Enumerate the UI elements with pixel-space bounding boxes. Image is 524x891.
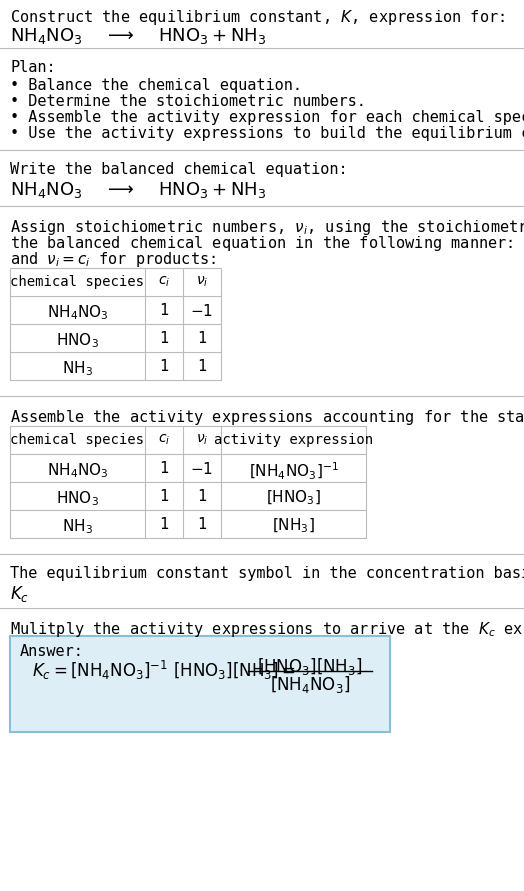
- Text: Mulitply the activity expressions to arrive at the $K_c$ expression:: Mulitply the activity expressions to arr…: [10, 620, 524, 639]
- Text: 1: 1: [198, 489, 206, 504]
- Text: 1: 1: [198, 331, 206, 346]
- Text: 1: 1: [198, 517, 206, 532]
- Text: chemical species: chemical species: [10, 275, 145, 289]
- Text: The equilibrium constant symbol in the concentration basis is:: The equilibrium constant symbol in the c…: [10, 566, 524, 581]
- Text: Assign stoichiometric numbers, $\nu_i$, using the stoichiometric coefficients, $: Assign stoichiometric numbers, $\nu_i$, …: [10, 218, 524, 237]
- Text: $\mathrm{NH_4NO_3}$: $\mathrm{NH_4NO_3}$: [47, 303, 108, 322]
- Text: $[\mathrm{HNO_3}][\mathrm{NH_3}]$: $[\mathrm{HNO_3}][\mathrm{NH_3}]$: [257, 656, 363, 677]
- Text: $\mathrm{NH_3}$: $\mathrm{NH_3}$: [62, 517, 93, 535]
- Text: $\mathrm{NH_4NO_3}$  $\longrightarrow$  $\mathrm{HNO_3 + NH_3}$: $\mathrm{NH_4NO_3}$ $\longrightarrow$ $\…: [10, 26, 266, 46]
- Text: $c_i$: $c_i$: [158, 433, 170, 447]
- Text: $K_c = [\mathrm{NH_4NO_3}]^{-1}\ [\mathrm{HNO_3}][\mathrm{NH_3}] =$: $K_c = [\mathrm{NH_4NO_3}]^{-1}\ [\mathr…: [32, 658, 296, 682]
- Text: 1: 1: [159, 359, 169, 374]
- Text: 1: 1: [159, 303, 169, 318]
- Text: $[\mathrm{NH_4NO_3}]$: $[\mathrm{NH_4NO_3}]$: [270, 674, 350, 695]
- Text: 1: 1: [159, 461, 169, 476]
- Text: • Assemble the activity expression for each chemical species.: • Assemble the activity expression for e…: [10, 110, 524, 125]
- Bar: [10, 426, 366, 538]
- Text: $[\mathrm{HNO_3}]$: $[\mathrm{HNO_3}]$: [266, 489, 321, 507]
- Text: $-1$: $-1$: [191, 303, 213, 319]
- Text: $\nu_i$: $\nu_i$: [196, 433, 208, 447]
- Text: 1: 1: [159, 331, 169, 346]
- Text: • Balance the chemical equation.: • Balance the chemical equation.: [10, 78, 302, 93]
- Text: the balanced chemical equation in the following manner: $\nu_i = -c_i$ for react: the balanced chemical equation in the fo…: [10, 234, 524, 253]
- Text: and $\nu_i = c_i$ for products:: and $\nu_i = c_i$ for products:: [10, 250, 216, 269]
- Text: $\nu_i$: $\nu_i$: [196, 275, 208, 290]
- Text: 1: 1: [159, 489, 169, 504]
- Text: $\mathrm{NH_3}$: $\mathrm{NH_3}$: [62, 359, 93, 378]
- Text: • Use the activity expressions to build the equilibrium constant expression.: • Use the activity expressions to build …: [10, 126, 524, 141]
- Text: $c_i$: $c_i$: [158, 275, 170, 290]
- Text: $[\mathrm{NH_3}]$: $[\mathrm{NH_3}]$: [272, 517, 315, 535]
- Text: Plan:: Plan:: [10, 60, 56, 75]
- Text: chemical species: chemical species: [10, 433, 145, 447]
- Text: Construct the equilibrium constant, $K$, expression for:: Construct the equilibrium constant, $K$,…: [10, 8, 505, 27]
- Bar: [10, 268, 221, 380]
- Text: $[\mathrm{NH_4NO_3}]^{-1}$: $[\mathrm{NH_4NO_3}]^{-1}$: [248, 461, 339, 482]
- Text: Answer:: Answer:: [20, 644, 84, 659]
- Text: $-1$: $-1$: [191, 461, 213, 477]
- Text: • Determine the stoichiometric numbers.: • Determine the stoichiometric numbers.: [10, 94, 366, 109]
- Text: Write the balanced chemical equation:: Write the balanced chemical equation:: [10, 162, 347, 177]
- Text: Assemble the activity expressions accounting for the state of matter and $\nu_i$: Assemble the activity expressions accoun…: [10, 408, 524, 427]
- Text: 1: 1: [159, 517, 169, 532]
- Text: $\mathrm{NH_4NO_3}$  $\longrightarrow$  $\mathrm{HNO_3 + NH_3}$: $\mathrm{NH_4NO_3}$ $\longrightarrow$ $\…: [10, 180, 266, 200]
- Text: $\mathrm{NH_4NO_3}$: $\mathrm{NH_4NO_3}$: [47, 461, 108, 479]
- Text: $\mathrm{HNO_3}$: $\mathrm{HNO_3}$: [56, 489, 99, 508]
- Text: activity expression: activity expression: [214, 433, 373, 447]
- Bar: [10, 636, 390, 732]
- Text: $\mathrm{HNO_3}$: $\mathrm{HNO_3}$: [56, 331, 99, 349]
- Text: $K_c$: $K_c$: [10, 584, 29, 604]
- Text: 1: 1: [198, 359, 206, 374]
